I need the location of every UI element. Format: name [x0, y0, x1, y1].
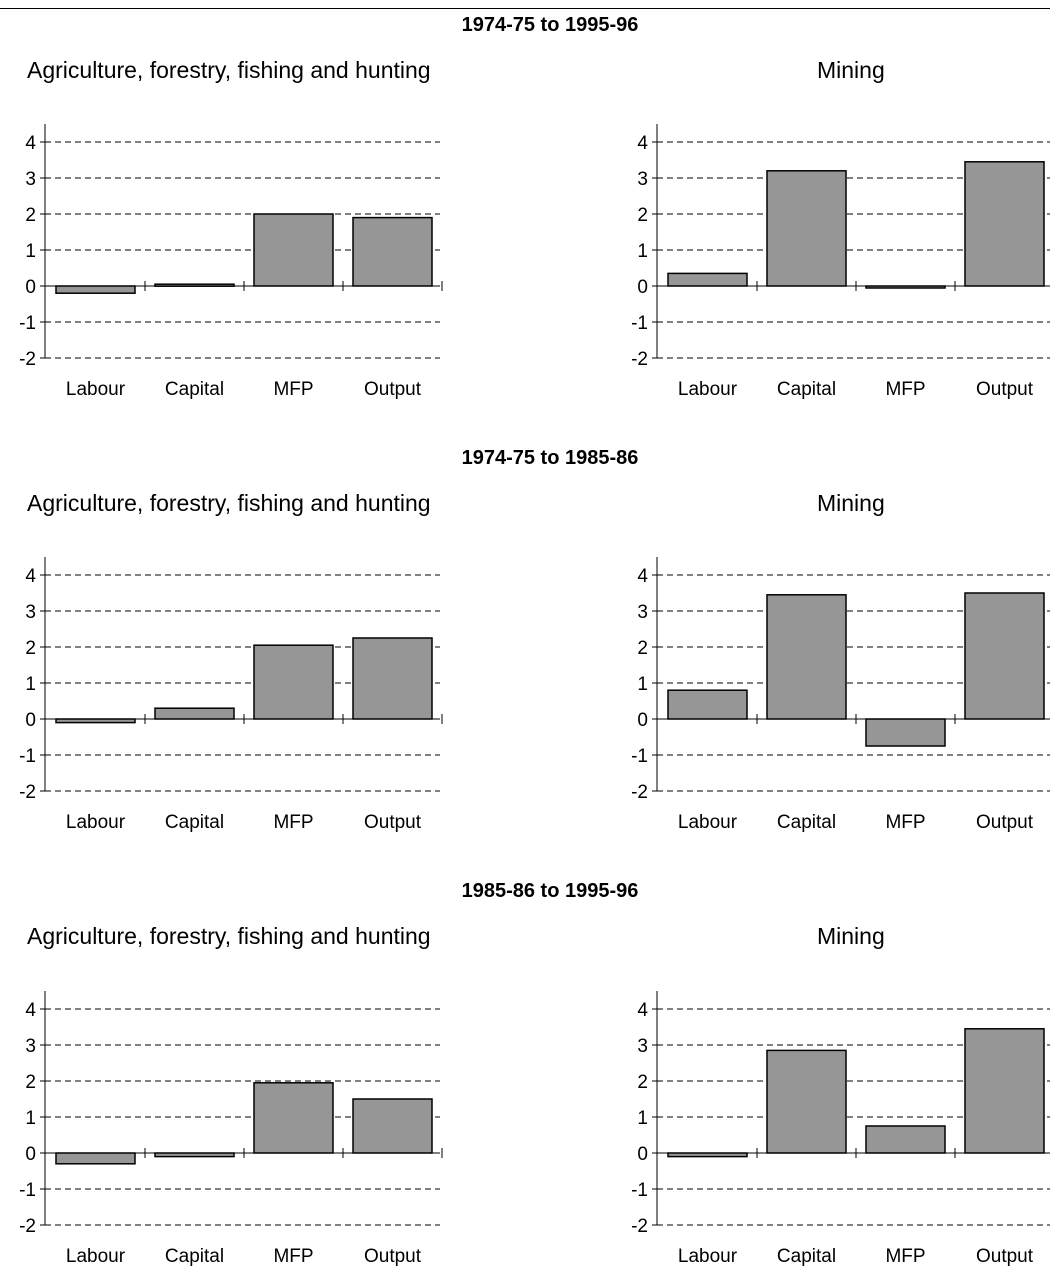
- chart-4-x-tick-label: Capital: [777, 812, 836, 833]
- chart-2-y-tick-label: -1: [631, 313, 648, 334]
- chart-4-y-tick-label: 2: [637, 638, 648, 659]
- chart-1-y-tick-label: 0: [25, 277, 36, 298]
- chart-2-y-tick-label: 3: [637, 169, 648, 190]
- chart-4-x-tick-label: Output: [976, 812, 1034, 833]
- chart-1-bar-mfp: [253, 213, 334, 287]
- chart-5-y-tick-label: 0: [25, 1144, 36, 1165]
- chart-5-y-tick-label: -1: [19, 1180, 36, 1201]
- chart-6-x-tick-label: MFP: [885, 1246, 925, 1267]
- period-title-3: 1985-86 to 1995-96: [461, 880, 639, 902]
- chart-1-x-tick-label: Output: [364, 379, 422, 400]
- chart-5-y-tick-label: 3: [25, 1036, 36, 1057]
- chart-3-x-tick-label: MFP: [273, 812, 313, 833]
- chart-1-x-tick-label: MFP: [273, 379, 313, 400]
- chart-6-y-tick-label: 2: [637, 1072, 648, 1093]
- chart-4-y-tick-label: 4: [637, 566, 648, 587]
- chart-1-y-tick-label: 1: [25, 241, 36, 262]
- chart-4-y-tick-label: -1: [631, 746, 648, 767]
- chart-4-bar-mfp: [865, 718, 946, 747]
- chart-3-bar-capital: [154, 707, 235, 720]
- top-rule: [0, 8, 1050, 9]
- chart-3-bar-labour: [55, 718, 136, 724]
- chart-6-y-tick-label: 3: [637, 1036, 648, 1057]
- chart-1-y-tick-label: -1: [19, 313, 36, 334]
- chart-5-x-tick-label: Labour: [66, 1246, 126, 1267]
- chart-4-bar-labour: [667, 689, 748, 720]
- chart-4-y-tick-label: -2: [631, 782, 648, 803]
- chart-1-bar-output: [352, 216, 433, 287]
- chart-1-x-tick-label: Capital: [165, 379, 224, 400]
- chart-2-x-tick-label: Output: [976, 379, 1034, 400]
- period-title-1: 1974-75 to 1995-96: [461, 14, 639, 36]
- chart-3-x-tick-label: Output: [364, 812, 422, 833]
- chart-1-x-tick-label: Labour: [66, 379, 126, 400]
- panel-title-agriculture-3: Agriculture, forestry, fishing and hunti…: [27, 923, 431, 949]
- chart-2-x-tick-label: Labour: [678, 379, 738, 400]
- chart-4-y-tick-label: 0: [637, 710, 648, 731]
- chart-3-bar-output: [352, 637, 433, 720]
- chart-2-bar-labour: [667, 272, 748, 287]
- chart-6-y-tick-label: -1: [631, 1180, 648, 1201]
- panel-title-agriculture-2: Agriculture, forestry, fishing and hunti…: [27, 490, 431, 516]
- chart-2-x-tick-label: MFP: [885, 379, 925, 400]
- chart-6-bar-output: [964, 1028, 1045, 1154]
- chart-2-y-tick-label: 2: [637, 205, 648, 226]
- chart-6-y-tick-label: 1: [637, 1108, 648, 1129]
- chart-3-y-tick-label: 0: [25, 710, 36, 731]
- chart-1-y-tick-label: 2: [25, 205, 36, 226]
- chart-2-y-tick-label: 4: [637, 133, 648, 154]
- chart-6-bar-labour: [667, 1152, 748, 1158]
- chart-6-x-tick-label: Labour: [678, 1246, 738, 1267]
- chart-4-y-tick-label: 3: [637, 602, 648, 623]
- chart-4-x-tick-label: Labour: [678, 812, 738, 833]
- chart-3-y-tick-label: 2: [25, 638, 36, 659]
- chart-6-y-tick-label: -2: [631, 1216, 648, 1237]
- chart-3-x-tick-label: Capital: [165, 812, 224, 833]
- chart-4-x-tick-label: MFP: [885, 812, 925, 833]
- chart-6-bar-mfp: [865, 1125, 946, 1154]
- chart-1-y-tick-label: 4: [25, 133, 36, 154]
- chart-4-bar-output: [964, 592, 1045, 720]
- chart-3-x-tick-label: Labour: [66, 812, 126, 833]
- chart-5-bar-labour: [55, 1152, 136, 1165]
- panel-title-agriculture-1: Agriculture, forestry, fishing and hunti…: [27, 57, 431, 83]
- chart-2-y-tick-label: 1: [637, 241, 648, 262]
- chart-5-x-tick-label: Output: [364, 1246, 422, 1267]
- chart-6-bar-capital: [766, 1049, 847, 1154]
- chart-4-bar-capital: [766, 594, 847, 720]
- chart-5-y-tick-label: 1: [25, 1108, 36, 1129]
- chart-5-x-tick-label: Capital: [165, 1246, 224, 1267]
- chart-5-x-tick-label: MFP: [273, 1246, 313, 1267]
- chart-4-y-tick-label: 1: [637, 674, 648, 695]
- chart-5-bar-mfp: [253, 1082, 334, 1154]
- chart-2-y-tick-label: 0: [637, 277, 648, 298]
- chart-2-x-tick-label: Capital: [777, 379, 836, 400]
- chart-2-bar-capital: [766, 170, 847, 287]
- chart-6-x-tick-label: Capital: [777, 1246, 836, 1267]
- chart-5-y-tick-label: -2: [19, 1216, 36, 1237]
- chart-3-bar-mfp: [253, 644, 334, 720]
- period-title-2: 1974-75 to 1985-86: [461, 447, 639, 469]
- chart-5-y-tick-label: 4: [25, 1000, 36, 1021]
- chart-5-y-tick-label: 2: [25, 1072, 36, 1093]
- chart-1-bar-labour: [55, 285, 136, 294]
- panel-title-mining-3: Mining: [817, 923, 885, 949]
- panel-title-mining-2: Mining: [817, 490, 885, 516]
- chart-1-y-tick-label: -2: [19, 349, 36, 370]
- chart-2-y-tick-label: -2: [631, 349, 648, 370]
- chart-3-y-tick-label: -1: [19, 746, 36, 767]
- chart-2-bar-output: [964, 161, 1045, 287]
- chart-5-bar-output: [352, 1098, 433, 1154]
- chart-6-y-tick-label: 4: [637, 1000, 648, 1021]
- chart-6-x-tick-label: Output: [976, 1246, 1034, 1267]
- chart-3-y-tick-label: 3: [25, 602, 36, 623]
- chart-5-bar-capital: [154, 1152, 235, 1158]
- chart-3-y-tick-label: 4: [25, 566, 36, 587]
- chart-6-y-tick-label: 0: [637, 1144, 648, 1165]
- chart-3-y-tick-label: -2: [19, 782, 36, 803]
- chart-1-y-tick-label: 3: [25, 169, 36, 190]
- panel-title-mining-1: Mining: [817, 57, 885, 83]
- chart-3-y-tick-label: 1: [25, 674, 36, 695]
